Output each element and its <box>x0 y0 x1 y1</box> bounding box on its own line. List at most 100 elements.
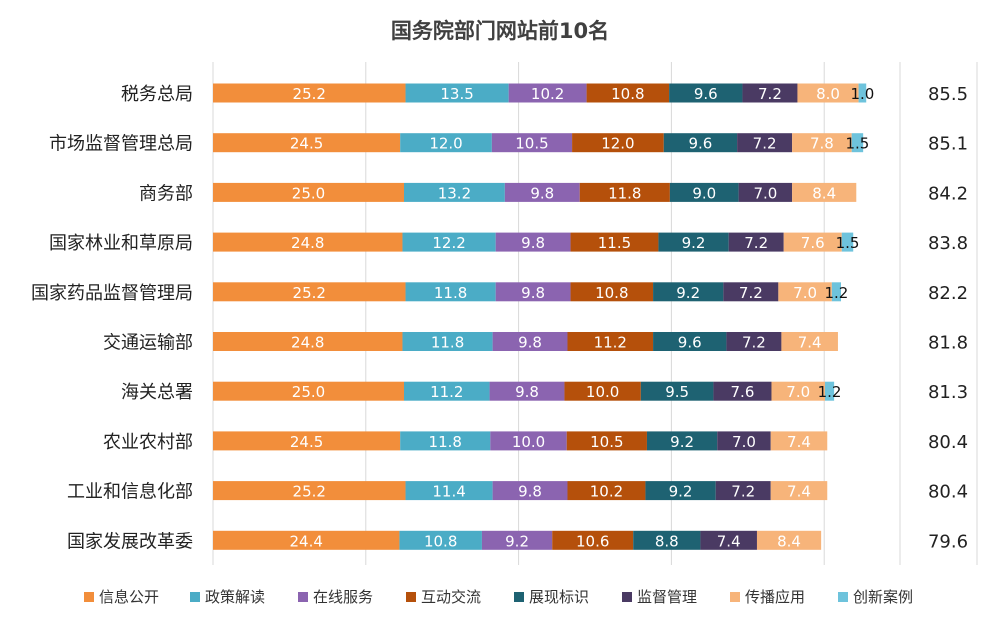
data-label: 9.8 <box>521 234 545 252</box>
total-label: 85.1 <box>928 134 968 155</box>
data-label: 9.8 <box>518 483 542 501</box>
data-label: 7.4 <box>717 532 741 550</box>
data-label: 24.5 <box>290 135 323 153</box>
bar-segment <box>824 381 835 401</box>
bar-segment <box>213 182 404 202</box>
data-label: 24.4 <box>290 532 323 550</box>
bar-segment <box>781 332 838 351</box>
bar-segment <box>669 83 743 103</box>
bar-segment <box>645 481 716 501</box>
legend-swatch <box>622 592 632 602</box>
bar-segment <box>404 182 505 202</box>
legend-label: 信息公开 <box>99 588 159 606</box>
bar-segment <box>831 282 842 302</box>
data-label: 7.4 <box>798 334 822 352</box>
data-label: 7.0 <box>732 433 756 451</box>
bar-segment <box>405 282 496 302</box>
category-label: 工业和信息化部 <box>67 482 193 503</box>
data-label: 7.4 <box>787 483 811 501</box>
category-label: 交通运输部 <box>103 333 193 354</box>
bar-segment <box>405 481 493 501</box>
legend-label: 展现标识 <box>529 588 589 606</box>
data-label: 11.2 <box>430 383 463 401</box>
category-label: 市场监督管理总局 <box>49 134 193 155</box>
total-label: 80.4 <box>928 482 968 503</box>
bar-segment <box>508 83 587 103</box>
data-label: 1.0 <box>850 85 874 103</box>
bar-segment <box>771 381 825 401</box>
category-label: 国家药品监督管理局 <box>31 283 193 304</box>
data-label: 1.5 <box>846 135 870 153</box>
bars: 25.2 13.5 10.2 10.8 9.6 7.2 8.0 1.0 24.5 12.0 10.5… <box>213 83 874 550</box>
data-label: 9.6 <box>678 334 702 352</box>
bar-segment <box>737 133 793 153</box>
data-label: 9.2 <box>669 483 693 501</box>
data-label: 9.5 <box>665 383 689 401</box>
legend-label: 互动交流 <box>421 588 481 606</box>
data-label: 8.4 <box>777 532 801 550</box>
bar-segment <box>572 133 664 153</box>
data-label: 25.0 <box>292 383 325 401</box>
bar-segment <box>663 133 738 153</box>
data-label: 7.4 <box>787 433 811 451</box>
data-label: 10.8 <box>611 85 644 103</box>
total-label: 79.6 <box>928 531 968 552</box>
bar-segment <box>570 282 654 302</box>
category-label: 海关总署 <box>121 382 193 403</box>
total-label: 80.4 <box>928 432 968 453</box>
bar-segment <box>402 332 493 351</box>
bar-segment <box>738 182 793 202</box>
bar-segment <box>783 232 842 252</box>
bar-segment <box>567 481 646 501</box>
data-label: 11.4 <box>432 483 465 501</box>
data-label: 7.2 <box>739 284 763 302</box>
bar-segment <box>742 83 798 103</box>
bar-segment <box>797 83 859 103</box>
data-label: 25.2 <box>293 284 326 302</box>
data-label: 9.8 <box>530 184 554 202</box>
bar-segment <box>213 232 403 252</box>
bar-segment <box>653 332 727 351</box>
legend-swatch <box>514 592 524 602</box>
data-label: 11.2 <box>594 334 627 352</box>
bar-segment <box>213 481 406 501</box>
bar-segment <box>579 182 670 202</box>
bar-segment <box>717 431 771 451</box>
legend-label: 在线服务 <box>313 588 373 606</box>
data-label: 9.8 <box>515 383 539 401</box>
bar-segment <box>564 381 641 401</box>
legend-swatch <box>838 592 848 602</box>
data-label: 8.8 <box>655 532 679 550</box>
legend-label: 创新案例 <box>853 588 913 606</box>
total-labels: 85.5 85.1 84.2 83.8 82.2 81.8 81.3 80.4 80.4 79.6 <box>928 84 968 552</box>
data-label: 9.2 <box>670 433 694 451</box>
legend-swatch <box>406 592 416 602</box>
data-label: 9.8 <box>521 284 545 302</box>
data-label: 25.0 <box>292 184 325 202</box>
data-label: 9.2 <box>505 532 529 550</box>
bar-segment <box>400 133 492 153</box>
bar-segment <box>504 182 580 202</box>
bar-segment <box>566 431 647 451</box>
bar-segment <box>489 381 565 401</box>
data-label: 9.2 <box>676 284 700 302</box>
bar-segment <box>491 133 573 153</box>
data-label: 10.6 <box>576 532 609 550</box>
bar-segment <box>399 530 482 550</box>
bar-segment <box>402 232 496 252</box>
data-label: 11.8 <box>434 284 467 302</box>
bar-segment <box>404 381 490 401</box>
bar-segment <box>213 332 403 351</box>
data-label: 7.0 <box>786 383 810 401</box>
category-label: 商务部 <box>139 183 193 204</box>
category-label: 税务总局 <box>121 84 193 105</box>
data-label: 24.8 <box>291 234 324 252</box>
data-label: 7.0 <box>793 284 817 302</box>
bar-segment <box>669 182 739 202</box>
data-label: 10.5 <box>590 433 623 451</box>
legend-swatch <box>190 592 200 602</box>
bar-segment <box>213 431 401 451</box>
total-label: 82.2 <box>928 283 968 304</box>
bar-segment <box>492 481 568 501</box>
